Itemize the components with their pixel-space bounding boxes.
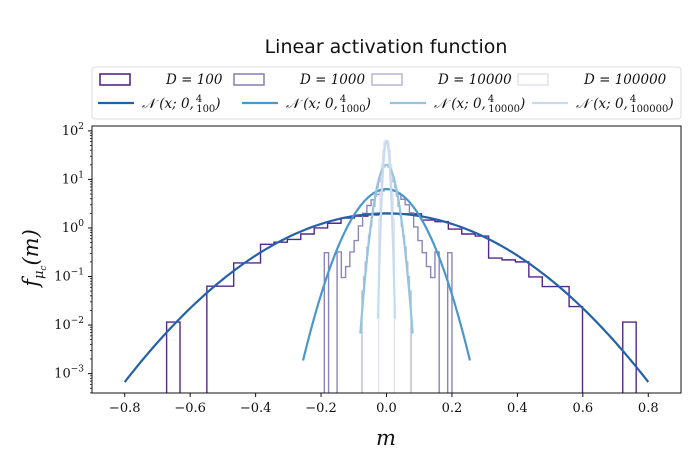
x-tick-label: 0.0 xyxy=(376,401,397,416)
plot-area: −0.8 −0.6 −0.4 −0.2 0.0 0.2 0.4 0.6 0.8 10210110… xyxy=(54,122,682,416)
gaussian-curve-3 xyxy=(359,163,414,334)
chart-title: Linear activation function xyxy=(265,36,508,58)
legend-hist-swatch xyxy=(517,73,549,86)
legend-hist-swatch xyxy=(99,73,131,86)
y-tick-label: 10−3 xyxy=(54,365,84,382)
x-tick-label: 0.2 xyxy=(442,401,463,416)
y-axis-ticks: 102 101 100 10−1 10−2 10−3 xyxy=(54,122,92,394)
histogram-series-4 xyxy=(377,139,396,393)
svg-text:fμc(m): fμc(m) xyxy=(19,229,49,289)
x-tick-label: −0.4 xyxy=(240,401,272,416)
gaussian-curves xyxy=(123,139,650,383)
legend-hist-label: D = 10000 xyxy=(437,72,512,88)
x-tick-label: −0.2 xyxy=(305,401,337,416)
legend-curve-label: 𝒩 (x; 0, 4 100) xyxy=(142,94,221,115)
y-tick-label: 100 xyxy=(62,219,85,236)
x-tick-label: −0.6 xyxy=(174,401,206,416)
x-tick-label: 0.6 xyxy=(572,401,593,416)
x-tick-label: 0.8 xyxy=(638,401,659,416)
legend-box xyxy=(91,66,682,120)
legend-hist-label: D = 100000 xyxy=(583,72,667,88)
x-tick-label: −0.8 xyxy=(109,401,141,416)
legend-curve-label: 𝒩 (x; 0, 4 100000) xyxy=(576,94,674,115)
x-tick-label: 0.4 xyxy=(507,401,528,416)
gaussian-curve-1 xyxy=(123,212,650,383)
legend: D = 100 D = 1000 D = 10000 D = 100000 𝒩 (x; … xyxy=(91,66,682,120)
legend-hist-swatch xyxy=(233,73,265,86)
legend-hist-label: D = 1000 xyxy=(299,72,365,88)
gaussian-curve-2 xyxy=(301,188,472,361)
legend-hist-swatch xyxy=(371,73,403,86)
y-tick-label: 10−1 xyxy=(54,267,84,284)
legend-curve-label: 𝒩 (x; 0, 4 10000) xyxy=(434,94,525,115)
x-axis-ticks: −0.8 −0.6 −0.4 −0.2 0.0 0.2 0.4 0.6 0.8 xyxy=(109,393,659,416)
legend-hist-label: D = 100 xyxy=(165,72,223,88)
y-tick-label: 10−2 xyxy=(54,316,84,333)
x-axis-label: m xyxy=(376,426,396,450)
y-tick-label: 101 xyxy=(62,170,84,187)
legend-curve-label: 𝒩 (x; 0, 4 1000) xyxy=(286,94,371,115)
y-tick-label: 102 xyxy=(62,122,84,139)
histogram-series-1 xyxy=(165,213,637,393)
gaussian-curve-4 xyxy=(376,139,397,319)
y-axis-label: fμc(m) xyxy=(19,229,49,289)
